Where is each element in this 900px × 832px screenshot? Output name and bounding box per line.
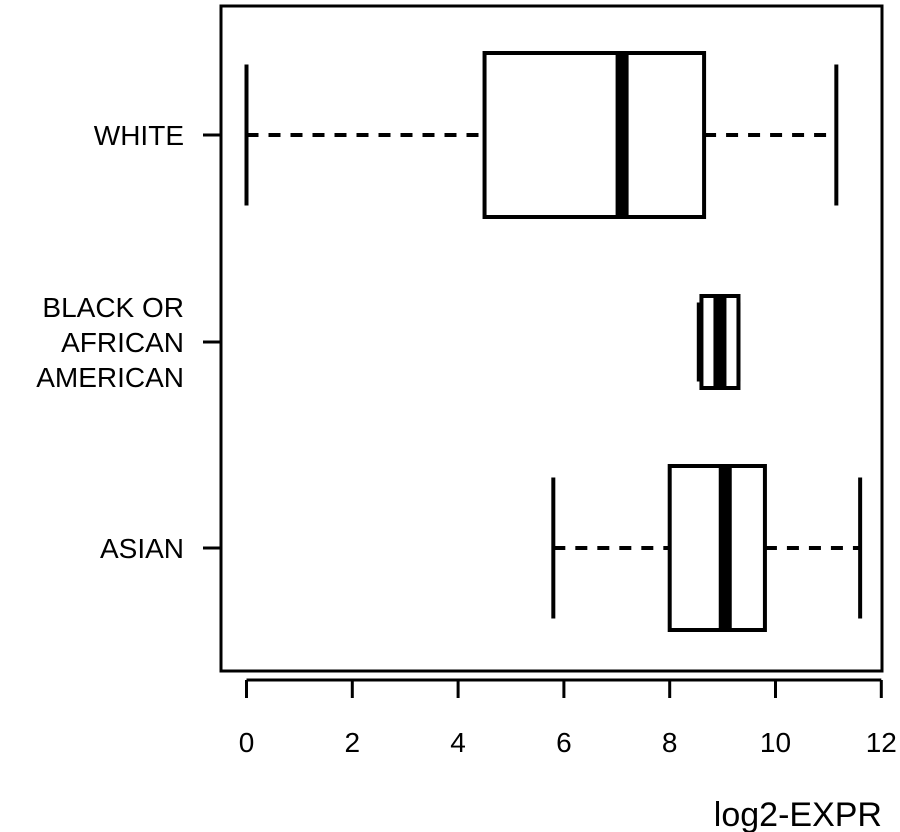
- box-group: [696, 294, 741, 390]
- category-label: AFRICAN: [61, 327, 184, 358]
- category-label: ASIAN: [100, 533, 184, 564]
- category-label: BLACK OR: [42, 292, 184, 323]
- iqr-box: [482, 51, 707, 219]
- plot-frame: [219, 4, 884, 673]
- category-label: AMERICAN: [36, 362, 184, 393]
- x-tick-label: 2: [345, 727, 361, 758]
- box-group: [551, 464, 863, 632]
- box-group: [244, 51, 839, 219]
- x-tick-label: 4: [450, 727, 466, 758]
- y-axis: WHITE BLACK OR AFRICAN AMERICAN ASIAN: [36, 120, 221, 564]
- iqr-box: [667, 464, 767, 632]
- x-tick-label: 8: [662, 727, 678, 758]
- boxes-layer: [244, 51, 863, 632]
- category-label: WHITE: [94, 120, 184, 151]
- x-tick-label: 6: [556, 727, 572, 758]
- x-tick-label: 0: [239, 727, 255, 758]
- x-tick-label: 12: [866, 727, 897, 758]
- x-axis-title: log2-EXPR: [714, 796, 882, 832]
- x-axis: 0 2 4 6 8 10 12: [239, 678, 897, 758]
- x-tick-label: 10: [760, 727, 791, 758]
